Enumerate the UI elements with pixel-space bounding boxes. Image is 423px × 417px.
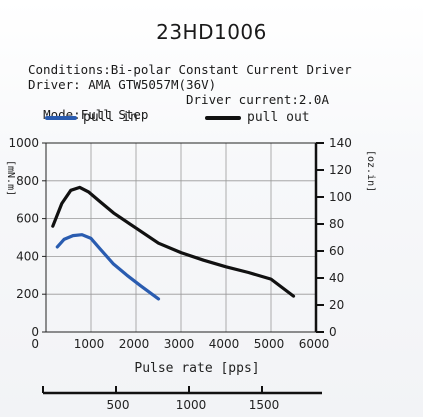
current-text: Driver current:2.0A [186,92,329,107]
x-tick-label: 4000 [209,337,240,351]
chart-title: 23HD1006 [156,20,267,44]
secondary-x-tick-label: 500 [107,398,130,412]
series-line-pull-in [55,233,161,301]
x-tick-label: 3000 [164,337,195,351]
y2-tick-label: 60 [329,244,344,258]
y2-tick-label: 20 [329,298,344,312]
y-axis-label-right: [oz.in] [365,150,376,192]
legend-pull-in: pull in [45,110,138,125]
y2-tick-label: 0 [329,325,337,339]
y-tick-label: 0 [31,325,39,339]
x-tick-label: 2000 [119,337,150,351]
y-axis-label-left: [mN.m] [5,160,16,196]
mode-line: Mode:Full Step Driver current:2.0A [28,92,329,137]
y2-tick-label: 140 [329,136,352,150]
y-tick-label: 1000 [8,136,39,150]
legend-pull-out-label: pull out [247,110,310,125]
y-tick-label: 600 [16,212,39,226]
y2-tick-label: 40 [329,271,344,285]
legend-pull-in-swatch [45,115,77,120]
secondary-x-tick-label: 1500 [249,398,280,412]
x-axis-label: Pulse rate [pps] [134,361,259,376]
legend-pull-in-label: pull in [83,110,138,125]
conditions-line: Conditions:Bi-polar Constant Current Dri… [28,62,352,77]
x-tick-label: 1000 [74,337,105,351]
y-tick-label: 400 [16,249,39,263]
y-tick-label: 800 [16,174,39,188]
y2-tick-label: 80 [329,217,344,231]
x-tick-label: 5000 [254,337,285,351]
driver-line: Driver: AMA GTW5057M(36V) [28,77,217,92]
y-tick-label: 200 [16,287,39,301]
x-tick-label: 6000 [299,337,330,351]
secondary-x-tick-label: 1000 [176,398,207,412]
x-tick-label: 0 [31,337,39,351]
y2-tick-label: 120 [329,163,352,177]
series-line-pull-out [51,185,296,298]
legend-pull-out-swatch [205,115,241,120]
y2-tick-label: 100 [329,190,352,204]
legend-pull-out: pull out [205,110,310,125]
